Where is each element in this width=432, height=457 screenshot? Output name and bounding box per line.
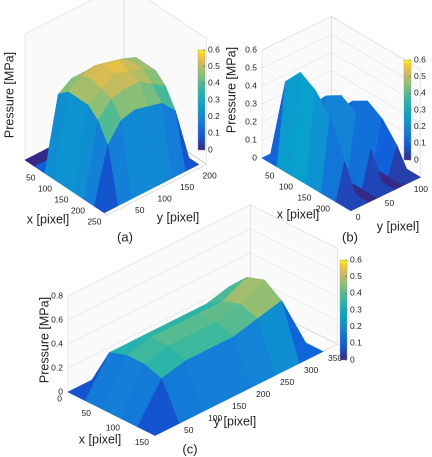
x-axis-label: x [pixel] xyxy=(79,432,121,446)
colorbar-tick-label: 0.3 xyxy=(208,94,220,104)
surface-patch xyxy=(335,161,360,212)
z-axis-label: Pressure [MPa] xyxy=(224,47,238,133)
y-tick-label: 300 xyxy=(304,365,318,375)
surface-patch xyxy=(94,145,118,214)
z-grid-line xyxy=(67,252,338,345)
y-tick-label: 100 xyxy=(414,184,428,194)
colorbar-tick-label: 0.6 xyxy=(208,44,220,54)
colorbar-tick-label: 0.2 xyxy=(414,121,426,131)
colorbar-tick-label: 0.2 xyxy=(208,111,220,121)
colorbar-tick-label: 0.1 xyxy=(350,338,362,348)
x-grid-line xyxy=(107,164,207,216)
z-grid-line xyxy=(261,52,421,106)
z-grid-line xyxy=(67,276,338,369)
z-tick-label: 0.4 xyxy=(51,338,63,348)
x-tick-label: 150 xyxy=(297,192,311,202)
y-tick-label: 250 xyxy=(280,377,294,387)
x-tick-label: 50 xyxy=(26,172,36,182)
caption: (a) xyxy=(117,229,133,244)
colorbar-tick-label: 0.5 xyxy=(350,271,362,281)
z-tick-label: 0.8 xyxy=(51,290,63,300)
z-tick-label: 0.3 xyxy=(245,98,257,108)
colorbar-tick-label: 0.3 xyxy=(350,304,362,314)
x-tick-label: 200 xyxy=(316,203,330,213)
y-tick-label: 100 xyxy=(208,413,222,423)
x-tick-label: 0 xyxy=(57,393,62,403)
y-tick-label: 50 xyxy=(184,425,194,435)
y-tick-label: 0 xyxy=(356,212,361,222)
z-tick-label: 0 xyxy=(252,152,257,162)
colorbar-tick-label: 0.5 xyxy=(414,71,426,81)
y-tick-label: 100 xyxy=(158,193,172,203)
z-tick-label: 0.6 xyxy=(245,44,257,54)
colorbar-tick-label: 0.4 xyxy=(350,288,362,298)
colorbar-tick-label: 0.2 xyxy=(350,321,362,331)
x-axis-label: x [pixel] xyxy=(277,207,319,221)
z-tick-label: 0.6 xyxy=(51,314,63,324)
y-axis-label: y [pixel] xyxy=(214,414,256,428)
colorbar-tick-label: 0.3 xyxy=(414,104,426,114)
z-tick-label: 0.5 xyxy=(245,62,257,72)
z-grid-line xyxy=(67,228,338,321)
colorbar-tick-label: 0.5 xyxy=(208,61,220,71)
y-tick-label: 150 xyxy=(232,401,246,411)
colorbar-tick-label: 0.4 xyxy=(414,88,426,98)
z-tick-label: 0.2 xyxy=(51,362,63,372)
caption: (b) xyxy=(342,229,358,244)
colorbar-tick-label: 0.1 xyxy=(414,138,426,148)
x-tick-label: 50 xyxy=(82,408,92,418)
x-tick-label: 100 xyxy=(106,422,120,432)
y-tick-label: 200 xyxy=(203,170,217,180)
z-tick-label: 0.1 xyxy=(245,134,257,144)
caption: (c) xyxy=(182,441,197,456)
colorbar-tick-label: 0.6 xyxy=(350,254,362,264)
surface-patch xyxy=(137,378,180,436)
colorbar-tick-label: 0.4 xyxy=(208,78,220,88)
z-tick-label: 0.2 xyxy=(245,116,257,126)
x-axis-label: x [pixel] xyxy=(27,212,69,226)
colorbar-tick-label: 0 xyxy=(414,154,419,164)
z-grid-line xyxy=(67,204,338,297)
y-tick-label: 350 xyxy=(328,353,342,363)
x-tick-label: 200 xyxy=(71,205,85,215)
z-grid-line xyxy=(261,16,421,70)
colorbar-tick-label: 0 xyxy=(350,354,355,364)
y-axis-label: y [pixel] xyxy=(377,219,419,233)
x-tick-label: 250 xyxy=(87,216,101,226)
y-tick-label: 200 xyxy=(256,389,270,399)
y-tick-label: 50 xyxy=(135,205,145,215)
colorbar-tick-label: 0.1 xyxy=(208,128,220,138)
x-tick-label: 150 xyxy=(54,194,68,204)
z-grid-line xyxy=(261,34,421,88)
z-axis-label: Pressure [MPa] xyxy=(37,297,51,383)
x-tick-label: 150 xyxy=(135,437,149,447)
x-tick-label: 100 xyxy=(279,181,293,191)
colorbar-tick-label: 0 xyxy=(208,144,213,154)
y-axis-label: y [pixel] xyxy=(157,210,199,224)
colorbar-tick-label: 0.6 xyxy=(414,54,426,64)
x-tick-label: 100 xyxy=(38,183,52,193)
x-tick-label: 50 xyxy=(265,170,275,180)
y-tick-label: 50 xyxy=(385,198,395,208)
z-tick-label: 0.4 xyxy=(245,80,257,90)
z-axis-label: Pressure [MPa] xyxy=(2,52,16,138)
z-tick-label: 0 xyxy=(58,386,63,396)
y-tick-label: 150 xyxy=(180,182,194,192)
